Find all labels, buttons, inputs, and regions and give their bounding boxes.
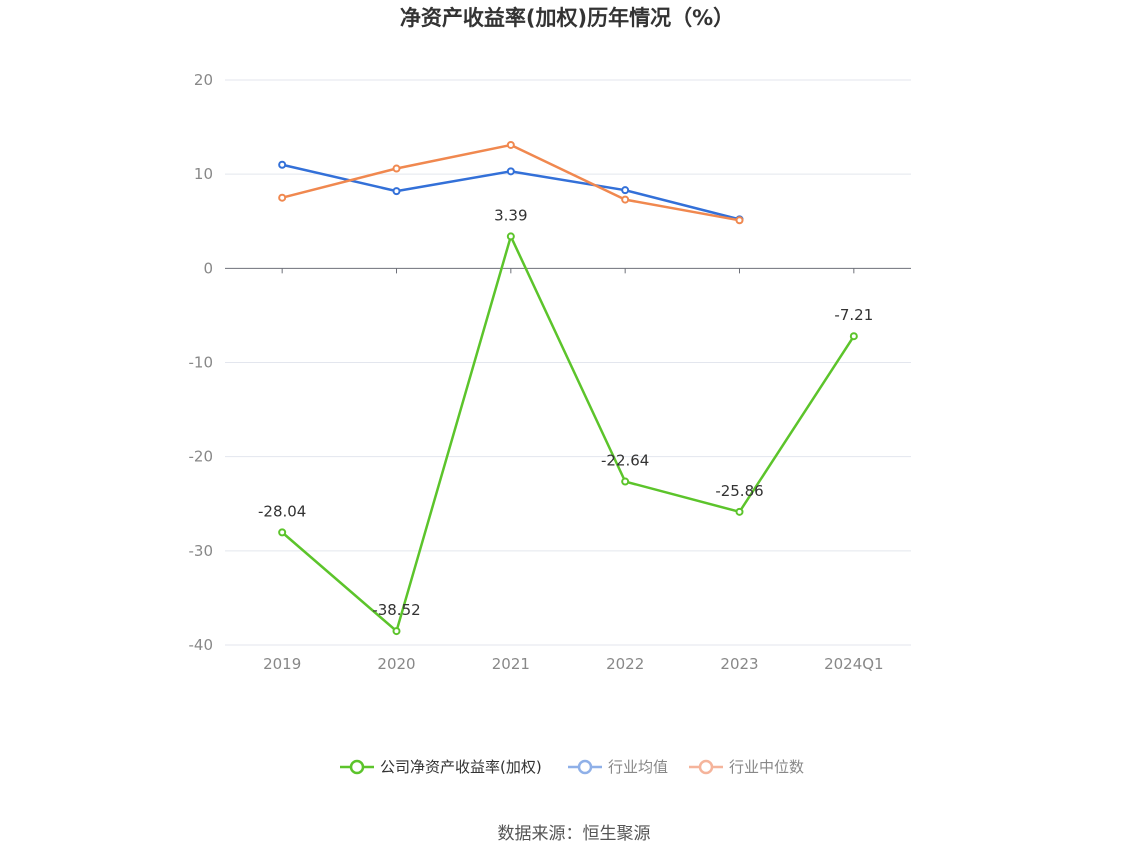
x-axis: 2019 2020 2021 2022 2023 2024Q1 <box>225 267 911 673</box>
data-point[interactable] <box>392 164 401 173</box>
x-tick-label: 2020 <box>377 655 415 673</box>
data-point[interactable] <box>621 477 630 486</box>
y-tick-label: 10 <box>194 165 213 183</box>
legend-label: 行业均值 <box>608 758 668 776</box>
legend-label: 公司净资产收益率(加权) <box>380 758 542 776</box>
legend-item[interactable]: 公司净资产收益率(加权) <box>340 758 542 776</box>
data-label: -28.04 <box>258 502 306 520</box>
y-tick-label: -20 <box>189 448 214 466</box>
data-point[interactable] <box>392 187 401 196</box>
series <box>278 140 858 636</box>
legend-label: 行业中位数 <box>729 758 804 776</box>
data-point[interactable] <box>506 167 515 176</box>
data-point[interactable] <box>735 507 744 516</box>
x-tick-label: 2024Q1 <box>824 655 884 673</box>
legend-item[interactable]: 行业中位数 <box>689 758 804 776</box>
data-label: -7.21 <box>834 306 873 324</box>
y-tick-label: 0 <box>203 259 213 277</box>
source-text: 数据来源：恒生聚源 <box>498 824 651 844</box>
legend-marker-icon <box>349 759 365 775</box>
data-labels: -28.04 -38.52 3.39 -22.64 -25.86 -7.21 <box>258 206 873 619</box>
data-label: -25.86 <box>715 482 763 500</box>
data-point[interactable] <box>506 140 515 149</box>
y-tick-label: -40 <box>189 636 214 654</box>
data-point[interactable] <box>621 186 630 195</box>
legend-marker-icon <box>698 759 714 775</box>
data-point[interactable] <box>278 193 287 202</box>
data-point[interactable] <box>392 627 401 636</box>
data-point[interactable] <box>735 216 744 225</box>
legend-item[interactable]: 行业均值 <box>568 758 668 776</box>
grid <box>225 79 911 646</box>
y-tick-label: -10 <box>189 354 214 372</box>
series-2 <box>278 140 744 225</box>
chart-title: 净资产收益率(加权)历年情况（%） <box>400 6 734 30</box>
data-label: 3.39 <box>494 206 527 224</box>
series-line <box>281 235 855 633</box>
y-tick-label: 20 <box>194 71 213 89</box>
x-tick-label: 2019 <box>263 655 301 673</box>
data-label: -38.52 <box>372 601 420 619</box>
x-tick-label: 2022 <box>606 655 644 673</box>
x-tick-label: 2023 <box>720 655 758 673</box>
data-point[interactable] <box>506 232 515 241</box>
data-point[interactable] <box>621 195 630 204</box>
legend[interactable]: 公司净资产收益率(加权) 行业均值 行业中位数 <box>340 758 804 776</box>
y-tick-label: -30 <box>189 542 214 560</box>
legend-marker-icon <box>577 759 593 775</box>
data-point[interactable] <box>278 160 287 169</box>
x-tick-label: 2021 <box>492 655 530 673</box>
series-0 <box>278 232 858 636</box>
data-point[interactable] <box>849 332 858 341</box>
data-point[interactable] <box>278 528 287 537</box>
y-axis: 20 10 0 -10 -20 -30 -40 <box>189 71 214 654</box>
data-label: -22.64 <box>601 452 649 470</box>
